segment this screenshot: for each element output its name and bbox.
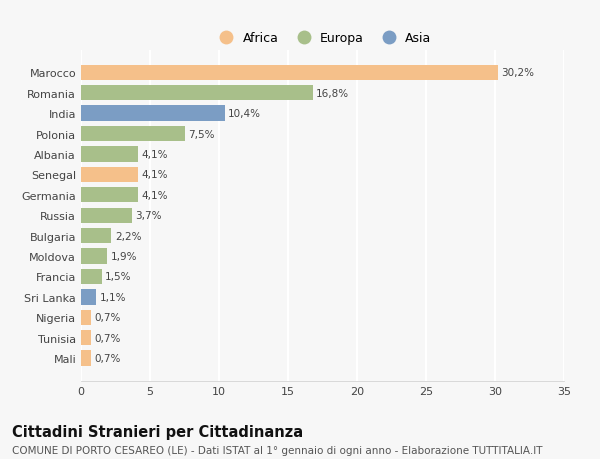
Text: 16,8%: 16,8%: [316, 89, 349, 99]
Text: 1,1%: 1,1%: [100, 292, 126, 302]
Text: 4,1%: 4,1%: [141, 190, 167, 200]
Text: 2,2%: 2,2%: [115, 231, 142, 241]
Text: 1,9%: 1,9%: [110, 252, 137, 262]
Text: COMUNE DI PORTO CESAREO (LE) - Dati ISTAT al 1° gennaio di ogni anno - Elaborazi: COMUNE DI PORTO CESAREO (LE) - Dati ISTA…: [12, 445, 542, 455]
Bar: [81, 290, 96, 305]
Bar: [81, 106, 224, 122]
Bar: [81, 127, 185, 142]
Bar: [81, 208, 132, 224]
Text: 10,4%: 10,4%: [228, 109, 261, 119]
Bar: [81, 330, 91, 346]
Text: 3,7%: 3,7%: [136, 211, 162, 221]
Text: 1,5%: 1,5%: [105, 272, 131, 282]
Text: 4,1%: 4,1%: [141, 170, 167, 180]
Bar: [81, 147, 137, 162]
Text: 4,1%: 4,1%: [141, 150, 167, 160]
Text: 0,7%: 0,7%: [94, 313, 121, 323]
Bar: [81, 249, 107, 264]
Bar: [81, 229, 112, 244]
Text: Cittadini Stranieri per Cittadinanza: Cittadini Stranieri per Cittadinanza: [12, 425, 303, 440]
Bar: [81, 351, 91, 366]
Text: 0,7%: 0,7%: [94, 353, 121, 364]
Bar: [81, 269, 102, 285]
Bar: [81, 188, 137, 203]
Bar: [81, 86, 313, 101]
Bar: [81, 66, 498, 81]
Bar: [81, 168, 137, 183]
Legend: Africa, Europa, Asia: Africa, Europa, Asia: [209, 27, 436, 50]
Text: 7,5%: 7,5%: [188, 129, 214, 139]
Text: 30,2%: 30,2%: [501, 68, 534, 78]
Text: 0,7%: 0,7%: [94, 333, 121, 343]
Bar: [81, 310, 91, 325]
